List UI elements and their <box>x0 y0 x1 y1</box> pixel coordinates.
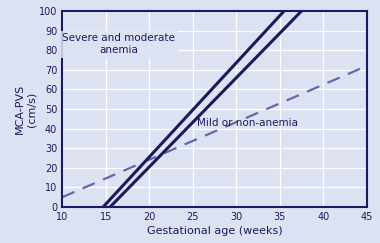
Text: Severe and moderate
anemia: Severe and moderate anemia <box>62 34 175 55</box>
Text: Mild or non-anemia: Mild or non-anemia <box>197 118 298 128</box>
Y-axis label: MCA-PVS
(cm/s): MCA-PVS (cm/s) <box>14 84 36 134</box>
X-axis label: Gestational age (weeks): Gestational age (weeks) <box>147 226 282 236</box>
